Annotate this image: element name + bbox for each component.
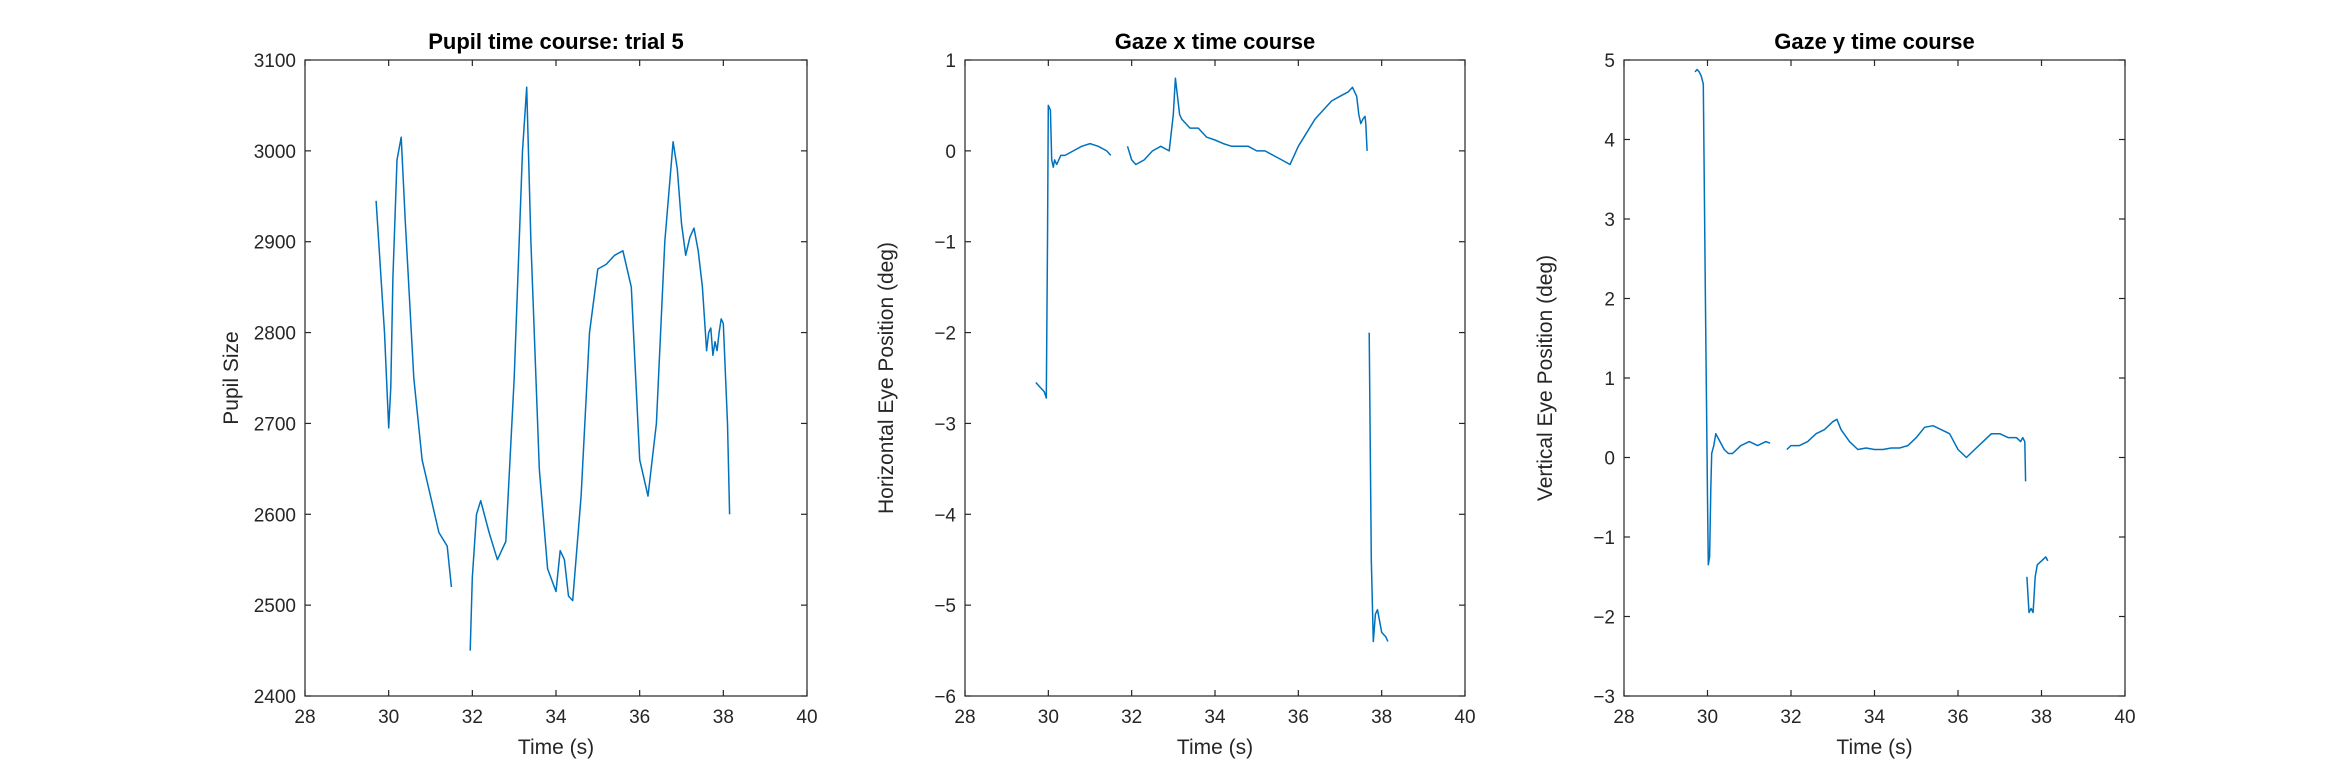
x-tick-label: 34: [545, 707, 567, 728]
x-tick-label: 40: [1454, 707, 1475, 728]
x-axis-label: Time (s): [518, 736, 594, 759]
series-line-segment: [1126, 77, 1368, 166]
chart-title: Pupil time course: trial 5: [428, 29, 684, 54]
y-tick-label: 0: [1604, 449, 1615, 470]
y-tick-label: −1: [934, 233, 956, 254]
y-tick-label: 3: [1604, 210, 1615, 231]
y-tick-label: 2400: [254, 687, 296, 708]
y-tick-label: 2: [1604, 290, 1615, 311]
x-tick-label: 36: [1288, 707, 1309, 728]
x-tick-label: 34: [1864, 707, 1886, 728]
x-tick-label: 38: [713, 707, 734, 728]
y-tick-label: 2800: [254, 324, 296, 345]
subplot-1: 28 30 32 34 36 38 40 2400 2500 2600 2700 2800 2900 30…: [220, 29, 818, 759]
x-axis-label: Time (s): [1836, 736, 1912, 759]
y-axis-label: Horizontal Eye Position (deg): [875, 242, 898, 514]
subplot-2: 28 30 32 34 36 38 40 −6 −5 −4 −3 −2 −1 0 1 Gaze x time …: [875, 29, 1476, 759]
x-tick-label: 30: [1038, 707, 1059, 728]
x-tick-label: 34: [1204, 707, 1226, 728]
x-tick-label: 30: [378, 707, 399, 728]
y-tick-label: −1: [1593, 528, 1615, 549]
y-tick-label: −3: [934, 414, 956, 435]
y-tick-label: −2: [934, 324, 956, 345]
series-line-segment: [1694, 68, 1771, 566]
y-tick-label: 2900: [254, 233, 296, 254]
x-tick-label: 32: [1121, 707, 1142, 728]
y-tick-label: −4: [934, 505, 956, 526]
series-line-segment: [1368, 332, 1389, 643]
x-tick-label: 32: [462, 707, 483, 728]
x-tick-label: 36: [629, 707, 650, 728]
x-tick-label: 28: [954, 707, 975, 728]
y-tick-label: 0: [945, 142, 956, 163]
x-tick-label: 28: [294, 707, 315, 728]
chart-title: Gaze x time course: [1115, 29, 1316, 54]
series-line-segment: [1035, 104, 1112, 399]
axes-frame: [964, 59, 1466, 697]
y-axis-label: Vertical Eye Position (deg): [1534, 255, 1557, 501]
x-tick-label: 38: [2031, 707, 2052, 728]
y-tick-label: 2700: [254, 414, 296, 435]
y-tick-label: 3100: [254, 51, 296, 72]
y-tick-label: 4: [1604, 131, 1615, 152]
y-tick-label: −3: [1593, 687, 1615, 708]
x-tick-label: 28: [1613, 707, 1634, 728]
series-line-segment: [1786, 418, 2027, 482]
series-line-segment: [375, 136, 453, 588]
chart-title: Gaze y time course: [1774, 29, 1975, 54]
x-tick-label: 38: [1371, 707, 1392, 728]
series-line-segment: [2026, 556, 2049, 614]
x-axis-label: Time (s): [1177, 736, 1253, 759]
axes-frame: [1623, 59, 2126, 697]
y-tick-label: −5: [934, 596, 956, 617]
x-tick-label: 30: [1697, 707, 1718, 728]
y-tick-label: 5: [1604, 51, 1615, 72]
y-tick-label: 1: [945, 51, 956, 72]
y-tick-label: −2: [1593, 608, 1615, 629]
y-tick-label: −6: [934, 687, 956, 708]
y-axis-label: Pupil Size: [220, 331, 243, 424]
x-tick-label: 40: [796, 707, 817, 728]
y-tick-label: 2500: [254, 596, 296, 617]
y-tick-label: 2600: [254, 505, 296, 526]
y-tick-label: 3000: [254, 142, 296, 163]
axes-frame: [304, 59, 808, 697]
series-line-segment: [469, 86, 731, 651]
x-tick-label: 36: [1947, 707, 1968, 728]
x-tick-label: 32: [1780, 707, 1801, 728]
y-tick-label: 1: [1604, 369, 1615, 390]
x-tick-label: 40: [2114, 707, 2135, 728]
